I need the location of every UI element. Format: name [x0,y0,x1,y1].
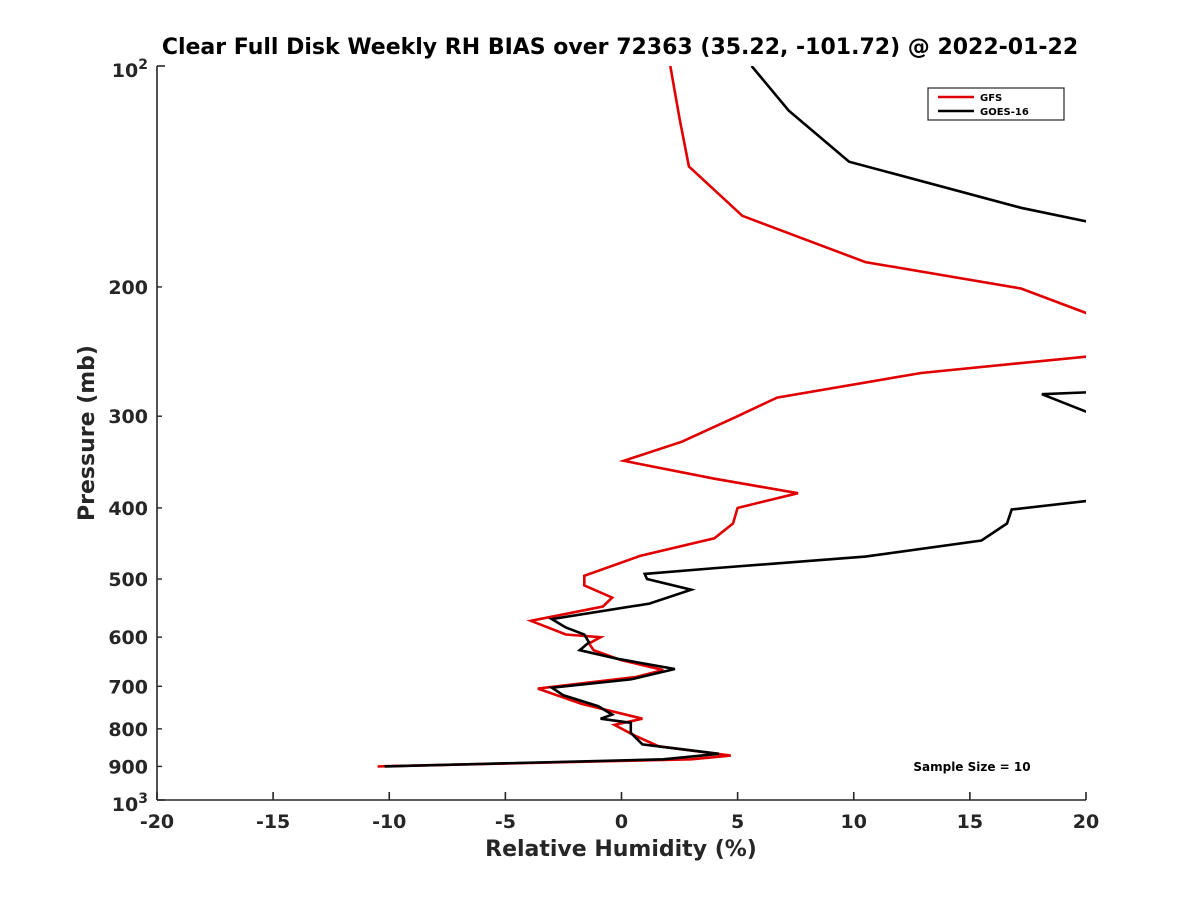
x-axis-ticks: -20 -15 -10 -5 0 5 10 15 20 [140,792,1099,833]
y-top-exponent: 2 [138,57,148,73]
y-tick-label: 600 [108,627,148,649]
x-tick-label: 15 [957,811,983,833]
chart-title: Clear Full Disk Weekly RH BIAS over 7236… [162,35,1078,60]
y-axis-ticks: 200 300 400 500 600 700 800 900 [108,65,165,801]
legend: GFS GOES-16 [927,87,1065,121]
y-tick-label: 300 [108,406,148,428]
series-line-goes-16 [384,66,1086,768]
x-tick-label: -20 [140,811,174,833]
y-tick-label: 500 [108,569,148,591]
x-axis-label: Relative Humidity (%) [485,837,757,862]
x-tick-label: 10 [841,811,867,833]
y-tick-label-bottom: 103 [112,791,148,816]
y-bottom-exponent: 3 [138,791,148,807]
x-tick-label: -5 [495,811,516,833]
sample-size-annotation: Sample Size = 10 [913,760,1030,774]
y-bottom-base: 10 [112,794,138,816]
series-line-gfs [377,66,1086,768]
y-axis-label: Pressure (mb) [75,345,100,521]
y-tick-label: 700 [108,676,148,698]
y-tick-label: 900 [108,756,148,778]
x-tick-label: 5 [731,811,744,833]
y-top-base: 10 [112,60,138,82]
x-tick-label: 0 [615,811,628,833]
legend-label-gfs: GFS [980,93,1002,104]
y-tick-label: 400 [108,498,148,520]
legend-box [927,87,1065,121]
x-tick-label: -10 [372,811,406,833]
series-layer [377,66,1086,768]
legend-label-goes16: GOES-16 [980,107,1029,118]
y-tick-label: 800 [108,719,148,741]
x-tick-label: -15 [256,811,290,833]
y-tick-label-top: 102 [112,57,148,82]
y-tick-label: 200 [108,277,148,299]
x-tick-label: 20 [1073,811,1099,833]
